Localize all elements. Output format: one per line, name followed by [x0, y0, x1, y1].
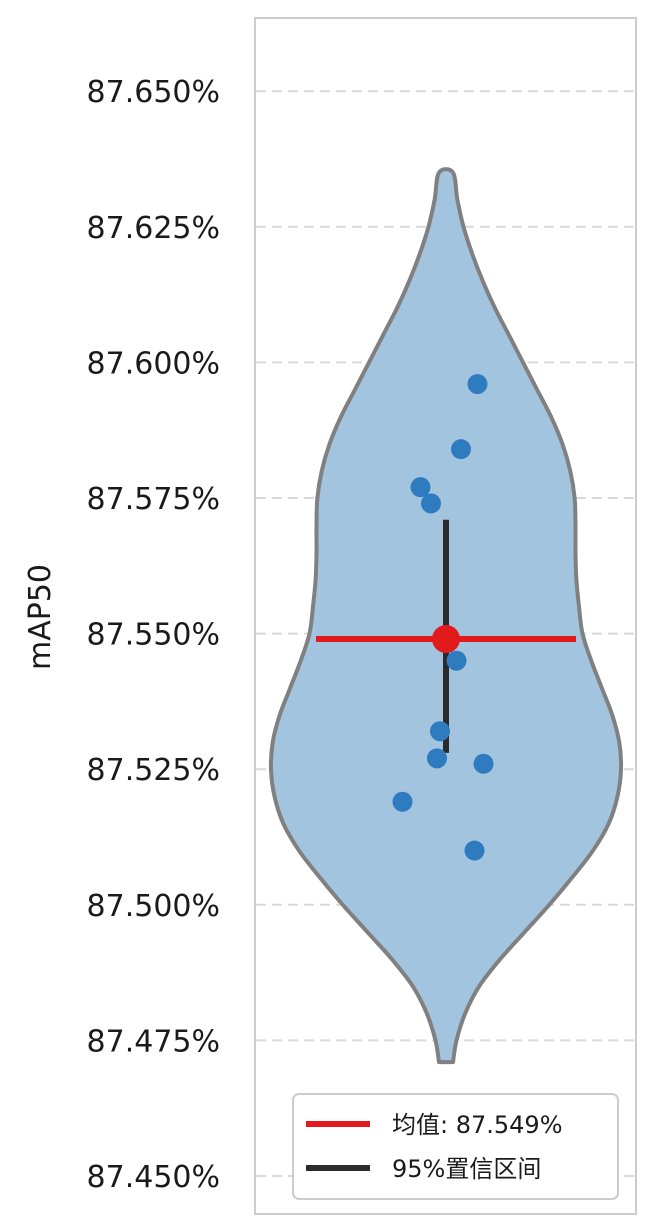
- legend-ci-label: 95%置信区间: [392, 1155, 541, 1183]
- data-point: [451, 439, 471, 460]
- data-point: [392, 791, 413, 812]
- data-point: [473, 753, 494, 774]
- y-tick-label: 87.650%: [87, 75, 220, 110]
- data-point: [446, 650, 467, 671]
- y-axis-title: mAP50: [23, 564, 58, 670]
- y-tick-label: 87.500%: [87, 889, 220, 924]
- y-tick-label: 87.450%: [87, 1160, 220, 1195]
- y-tick-label: 87.550%: [87, 618, 220, 653]
- legend-box: [292, 1093, 619, 1200]
- data-point: [427, 748, 447, 769]
- y-tick-label: 87.575%: [87, 482, 220, 517]
- y-tick-label: 87.525%: [87, 753, 220, 788]
- legend: 均值: 87.549% 95%置信区间: [292, 1093, 619, 1200]
- data-points: [392, 374, 494, 861]
- data-point: [464, 840, 485, 861]
- y-tick-label: 87.625%: [87, 211, 220, 246]
- y-tick-label: 87.600%: [87, 346, 220, 381]
- data-point: [467, 374, 488, 395]
- mean-marker: [432, 625, 460, 654]
- data-point: [421, 493, 441, 514]
- legend-mean-label: 均值: 87.549%: [392, 1111, 563, 1139]
- data-point: [430, 721, 450, 742]
- data-point: [410, 477, 431, 498]
- y-tick-label: 87.475%: [87, 1024, 220, 1059]
- y-tick-labels: 87.450% 87.475% 87.500% 87.525% 87.550% 87.57…: [87, 75, 220, 1195]
